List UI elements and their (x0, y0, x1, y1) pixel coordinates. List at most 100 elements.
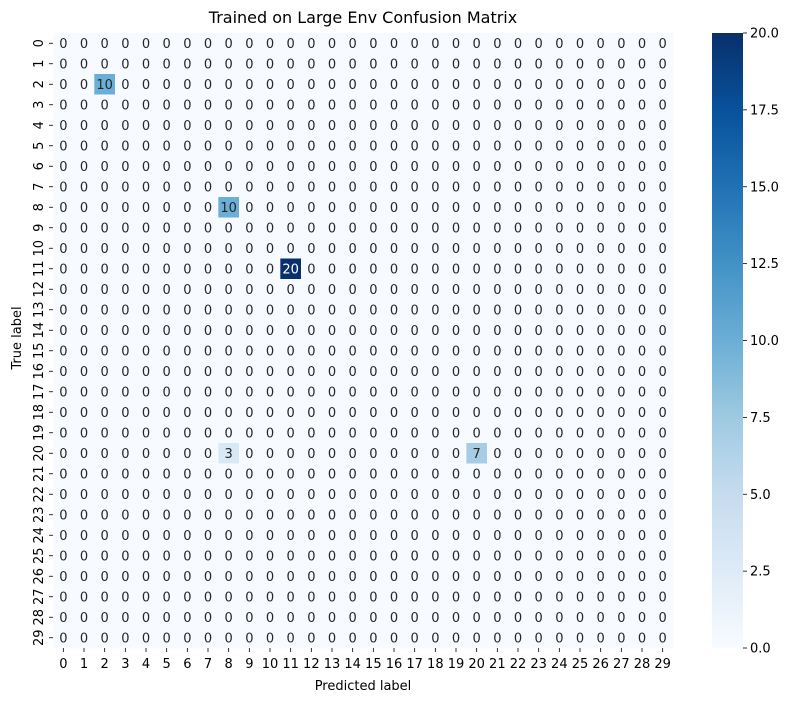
cell-value-label: 0 (411, 549, 419, 564)
cell-value-label: 0 (225, 488, 233, 503)
heatmap-cell (528, 217, 550, 239)
cell-value-label: 0 (245, 283, 253, 298)
heatmap-cell (135, 279, 157, 300)
x-tick-label: 15 (365, 657, 382, 672)
heatmap-cell (549, 545, 571, 567)
heatmap-cell (135, 463, 157, 485)
cell-value-label: 0 (576, 221, 584, 236)
heatmap-cell (363, 94, 385, 116)
heatmap-cell (445, 586, 467, 608)
heatmap-cell (94, 176, 116, 198)
cell-value-label: 0 (80, 406, 88, 421)
heatmap-cell (301, 504, 323, 526)
x-tick-label: 23 (530, 657, 547, 672)
cell-value-label: 0 (638, 324, 646, 339)
x-tick-label: 0 (59, 657, 67, 672)
heatmap-cell (177, 156, 199, 177)
heatmap-cell (631, 402, 653, 423)
heatmap-cell (301, 627, 323, 649)
heatmap-cell (177, 94, 199, 116)
cell-value-label: 0 (328, 78, 336, 93)
cell-value-label: 0 (204, 488, 212, 503)
cell-value-label: 0 (514, 611, 522, 626)
cell-value-label: 0 (638, 78, 646, 93)
cell-value-label: 0 (142, 37, 150, 52)
cell-value-label: 0 (183, 283, 191, 298)
heatmap-cell (590, 607, 612, 628)
cell-value-label: 0 (617, 37, 625, 52)
cell-value-label: 0 (411, 139, 419, 154)
cell-value-label: 0 (245, 590, 253, 605)
heatmap-cell (94, 566, 116, 587)
heatmap-cell (73, 484, 95, 505)
heatmap-cell (156, 422, 178, 444)
cell-value-label: 0 (349, 324, 357, 339)
cell-value-label: 0 (287, 180, 295, 195)
heatmap-cell (53, 463, 75, 485)
cell-value-label: 0 (163, 221, 171, 236)
cell-value-label: 0 (225, 344, 233, 359)
heatmap-cell (652, 504, 674, 526)
cell-value-label: 0 (245, 78, 253, 93)
heatmap-cell (652, 217, 674, 239)
cell-value-label: 0 (452, 180, 460, 195)
cell-value-label: 0 (225, 98, 233, 113)
cell-value-label: 0 (101, 590, 109, 605)
heatmap-cell (280, 53, 302, 75)
heatmap-cell (218, 74, 240, 95)
heatmap-cell (549, 320, 571, 341)
cell-value-label: 0 (659, 139, 667, 154)
heatmap-cell (342, 463, 364, 485)
cell-value-label: 0 (80, 37, 88, 52)
cell-value-label: 0 (493, 221, 501, 236)
cell-value-label: 0 (535, 242, 543, 257)
cell-value-label: 0 (163, 201, 171, 216)
cell-value-label: 0 (287, 385, 295, 400)
heatmap-cell (321, 340, 343, 362)
cell-value-label: 0 (349, 201, 357, 216)
heatmap-cell (631, 299, 653, 321)
x-tick-label: 26 (592, 657, 609, 672)
heatmap-cell (487, 94, 509, 116)
y-tick-label: 14 (32, 322, 47, 339)
heatmap-cell (590, 463, 612, 485)
cell-value-label: 0 (183, 631, 191, 646)
cell-value-label: 0 (163, 447, 171, 462)
heatmap-cell (425, 566, 447, 587)
cell-value-label: 0 (473, 221, 481, 236)
heatmap-cell (507, 135, 529, 157)
cell-value-label: 0 (535, 406, 543, 421)
x-tick-label: 14 (344, 657, 361, 672)
cell-value-label: 0 (142, 365, 150, 380)
heatmap-cell (115, 340, 137, 362)
cell-value-label: 0 (266, 631, 274, 646)
cell-value-label: 0 (493, 508, 501, 523)
cell-value-label: 0 (349, 365, 357, 380)
heatmap-cell (218, 258, 240, 280)
cell-value-label: 0 (245, 221, 253, 236)
heatmap-cell (239, 115, 261, 136)
cell-value-label: 0 (266, 98, 274, 113)
cell-value-label: 0 (638, 631, 646, 646)
heatmap-cell (549, 627, 571, 649)
heatmap-cell (363, 607, 385, 628)
cell-value-label: 0 (617, 426, 625, 441)
cell-value-label: 0 (204, 611, 212, 626)
heatmap-cell (404, 443, 426, 464)
heatmap-cell (259, 402, 281, 423)
cell-value-label: 0 (597, 488, 605, 503)
heatmap-cell (404, 94, 426, 116)
cell-value-label: 0 (121, 324, 129, 339)
cell-value-label: 0 (555, 549, 563, 564)
heatmap-cell (363, 463, 385, 485)
cell-value-label: 0 (452, 119, 460, 134)
cell-value-label: 0 (80, 262, 88, 277)
cell-value-label: 0 (369, 447, 377, 462)
cell-value-label: 10 (220, 201, 237, 216)
heatmap-cell (404, 525, 426, 546)
chart-title: Trained on Large Env Confusion Matrix (208, 8, 517, 27)
heatmap-cell (239, 135, 261, 157)
heatmap-cell (569, 607, 591, 628)
heatmap-cell (466, 545, 488, 567)
cell-value-label: 0 (266, 529, 274, 544)
